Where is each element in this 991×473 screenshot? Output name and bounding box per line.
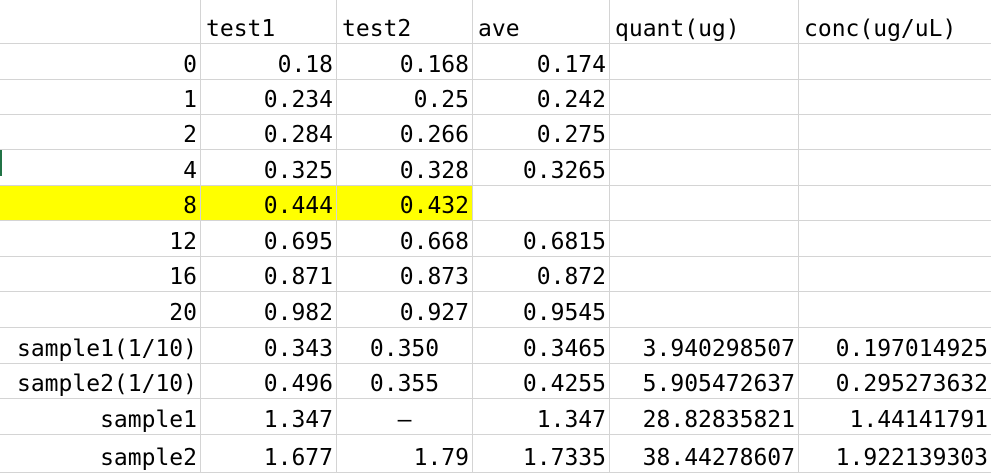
conc-cell[interactable]: 0.295273632	[799, 364, 991, 399]
quant-cell[interactable]: 38.44278607	[610, 435, 799, 473]
test1-cell[interactable]: 0.982	[201, 292, 337, 328]
row-label-cell[interactable]: sample2(1/10)	[0, 364, 201, 399]
row-label-cell[interactable]: sample1(1/10)	[0, 328, 201, 364]
ave-cell[interactable]: 0.3265	[473, 150, 610, 186]
quant-cell[interactable]	[610, 186, 799, 221]
table-row: 4 0.325 0.328 0.3265	[0, 150, 991, 186]
test2-cell[interactable]: 0.350	[337, 328, 473, 364]
test1-cell[interactable]: 0.695	[201, 221, 337, 257]
row-label-cell[interactable]: 8	[0, 186, 201, 221]
conc-cell[interactable]	[799, 186, 991, 221]
quant-cell[interactable]: 3.940298507	[610, 328, 799, 364]
ave-cell[interactable]: 0.3465	[473, 328, 610, 364]
table-row: 8 0.444 0.432	[0, 186, 991, 221]
test1-cell[interactable]: 0.444	[201, 186, 337, 221]
quant-cell[interactable]: 28.82835821	[610, 399, 799, 435]
ave-cell[interactable]: 0.174	[473, 44, 610, 80]
table-row: 12 0.695 0.668 0.6815	[0, 221, 991, 257]
quant-cell[interactable]	[610, 257, 799, 292]
row-label-cell[interactable]: 1	[0, 80, 201, 115]
header-cell-quant[interactable]: quant(ug)	[610, 0, 799, 44]
active-cell-marker	[0, 150, 2, 176]
conc-cell[interactable]	[799, 221, 991, 257]
test1-cell[interactable]: 1.677	[201, 435, 337, 473]
quant-cell[interactable]	[610, 115, 799, 150]
table-row: 20 0.982 0.927 0.9545	[0, 292, 991, 328]
table-row: 1 0.234 0.25 0.242	[0, 80, 991, 115]
ave-cell[interactable]: 1.347	[473, 399, 610, 435]
row-label-cell[interactable]: 2	[0, 115, 201, 150]
ave-cell[interactable]: 0.275	[473, 115, 610, 150]
test1-cell[interactable]: 0.496	[201, 364, 337, 399]
conc-cell[interactable]	[799, 115, 991, 150]
ave-cell[interactable]: 0.872	[473, 257, 610, 292]
test2-cell[interactable]: 0.168	[337, 44, 473, 80]
row-label-cell[interactable]: 4	[0, 150, 201, 186]
table-row: sample1 1.347—1.347 28.82835821 1.44141791	[0, 399, 991, 435]
conc-cell[interactable]: 0.197014925	[799, 328, 991, 364]
header-cell-conc[interactable]: conc(ug/uL)	[799, 0, 991, 44]
test2-cell[interactable]: 0.355	[337, 364, 473, 399]
table-row: sample1(1/10) 0.343 0.350 0.3465 3.940298507…	[0, 328, 991, 364]
row-label-cell[interactable]: sample1	[0, 399, 201, 435]
table-row: 2 0.284 0.266 0.275	[0, 115, 991, 150]
header-row: test1 test2 ave quant(ug) conc(ug/uL)	[0, 0, 991, 44]
test2-cell[interactable]: 0.668	[337, 221, 473, 257]
test1-cell[interactable]: 0.325	[201, 150, 337, 186]
header-cell-test1[interactable]: test1	[201, 0, 337, 44]
quant-cell[interactable]	[610, 150, 799, 186]
test1-cell[interactable]: 0.284	[201, 115, 337, 150]
ave-cell[interactable]	[473, 186, 610, 221]
row-label-cell[interactable]: 12	[0, 221, 201, 257]
test1-cell[interactable]: 1.347	[201, 399, 337, 435]
conc-cell[interactable]	[799, 292, 991, 328]
conc-cell[interactable]: 1.922139303	[799, 435, 991, 473]
test2-cell[interactable]: —	[337, 399, 473, 435]
test2-cell[interactable]: 0.432	[337, 186, 473, 221]
table-row: 16 0.871 0.873 0.872	[0, 257, 991, 292]
header-cell-ave[interactable]: ave	[473, 0, 610, 44]
quant-cell[interactable]	[610, 221, 799, 257]
conc-cell[interactable]	[799, 44, 991, 80]
row-label-cell[interactable]: 20	[0, 292, 201, 328]
header-cell-test2[interactable]: test2	[337, 0, 473, 44]
conc-cell[interactable]	[799, 80, 991, 115]
test2-cell[interactable]: 0.927	[337, 292, 473, 328]
table-row: sample2(1/10) 0.496 0.355 0.4255 5.905472637…	[0, 364, 991, 399]
table-row: 0 0.18 0.168 0.174	[0, 44, 991, 80]
header-cell-blank[interactable]	[0, 0, 201, 44]
test2-cell[interactable]: 0.25	[337, 80, 473, 115]
conc-cell[interactable]	[799, 150, 991, 186]
ave-cell[interactable]: 0.4255	[473, 364, 610, 399]
test2-cell[interactable]: 1.79	[337, 435, 473, 473]
ave-cell[interactable]: 0.6815	[473, 221, 610, 257]
test1-cell[interactable]: 0.871	[201, 257, 337, 292]
quant-cell[interactable]	[610, 80, 799, 115]
quant-cell[interactable]: 5.905472637	[610, 364, 799, 399]
row-label-cell[interactable]: 0	[0, 44, 201, 80]
test2-cell[interactable]: 0.266	[337, 115, 473, 150]
test2-cell[interactable]: 0.328	[337, 150, 473, 186]
conc-cell[interactable]	[799, 257, 991, 292]
row-label-cell[interactable]: 16	[0, 257, 201, 292]
table-row: sample2 1.677 1.79 1.7335 38.44278607 1.92213…	[0, 435, 991, 473]
ave-cell[interactable]: 1.7335	[473, 435, 610, 473]
test1-cell[interactable]: 0.234	[201, 80, 337, 115]
test1-cell[interactable]: 0.343	[201, 328, 337, 364]
quant-cell[interactable]	[610, 292, 799, 328]
test1-cell[interactable]: 0.18	[201, 44, 337, 80]
conc-cell[interactable]: 1.44141791	[799, 399, 991, 435]
ave-cell[interactable]: 0.242	[473, 80, 610, 115]
ave-cell[interactable]: 0.9545	[473, 292, 610, 328]
quant-cell[interactable]	[610, 44, 799, 80]
row-label-cell[interactable]: sample2	[0, 435, 201, 473]
test2-cell[interactable]: 0.873	[337, 257, 473, 292]
